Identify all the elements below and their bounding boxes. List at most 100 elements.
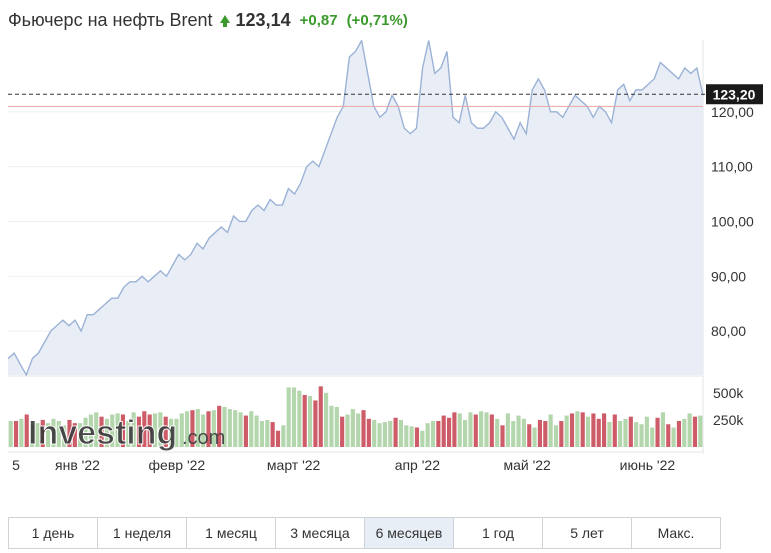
- volume-bar: [580, 412, 585, 447]
- volume-bar: [388, 421, 393, 447]
- period-tab[interactable]: 1 неделя: [98, 518, 187, 548]
- volume-bar: [195, 409, 200, 447]
- period-tab[interactable]: 3 месяца: [276, 518, 365, 548]
- x-tick-label: май '22: [503, 457, 551, 473]
- x-tick-label: июнь '22: [620, 457, 676, 473]
- volume-bar: [495, 418, 500, 447]
- volume-bar: [211, 410, 216, 447]
- volume-bar: [345, 414, 350, 447]
- period-tab[interactable]: Макс.: [657, 525, 695, 541]
- x-tick-label: февр '22: [149, 457, 206, 473]
- period-tab[interactable]: 5 лет: [543, 518, 632, 548]
- volume-bar: [249, 411, 254, 447]
- volume-bar: [356, 413, 361, 447]
- period-tab[interactable]: 1 год: [454, 518, 543, 548]
- volume-bar: [398, 419, 404, 447]
- instrument-title: Фьючерс на нефть Brent: [8, 9, 213, 30]
- volume-bar: [489, 414, 494, 447]
- volume-bar: [163, 416, 168, 447]
- volume-bar: [259, 421, 265, 447]
- volume-bar: [115, 413, 120, 447]
- volume-bar: [511, 421, 516, 447]
- volume-bar: [420, 430, 425, 447]
- volume-bar: [217, 405, 222, 447]
- volume-bar: [329, 405, 334, 447]
- volume-bar: [168, 418, 174, 447]
- volume-bar: [366, 418, 371, 447]
- volume-bar: [206, 411, 211, 447]
- volume-bar: [382, 422, 387, 447]
- volume-bar: [666, 424, 671, 447]
- volume-bar: [618, 421, 623, 447]
- volume-bar: [521, 418, 526, 447]
- volume-bar: [131, 412, 136, 447]
- volume-tick-label: 250k: [713, 412, 744, 428]
- last-value-label: 123,20: [713, 86, 756, 102]
- price-chart[interactable]: 80,00 90,00 100,00 110,00 120,00 5 янв '22 фев…: [0, 40, 771, 480]
- volume-bar: [270, 422, 275, 447]
- volume-bar: [585, 416, 591, 447]
- volume-bar: [441, 415, 446, 447]
- volume-bar: [698, 415, 703, 447]
- period-selector: 1 день 1 неделя 1 месяц 3 месяца 6 месяцев 1 …: [8, 517, 721, 549]
- volume-bar: [340, 416, 345, 447]
- volume-bar: [174, 418, 179, 447]
- volume-bar: [527, 424, 532, 447]
- volume-bar: [468, 412, 473, 447]
- volume-bar: [324, 392, 329, 447]
- volume-bar: [254, 415, 259, 447]
- volume-bar: [569, 413, 575, 447]
- volume-bar: [463, 419, 468, 447]
- price-area-fill: [8, 40, 703, 376]
- volume-bar: [446, 417, 452, 447]
- volume-bar: [78, 423, 83, 447]
- volume-axis-labels: 250k 500k: [713, 385, 744, 428]
- period-tab[interactable]: 6 месяцев: [365, 518, 454, 548]
- volume-bar: [425, 423, 430, 447]
- period-tab[interactable]: 1 день: [9, 518, 98, 548]
- volume-bar: [46, 423, 51, 447]
- x-tick-label: март '22: [267, 457, 321, 473]
- volume-tick-label: 500k: [713, 385, 744, 401]
- price-change: +0,87: [299, 11, 338, 29]
- volume-bar: [692, 416, 698, 447]
- watermark-suffix: .com: [182, 427, 225, 449]
- volume-bar: [687, 413, 692, 447]
- period-tab[interactable]: 1 месяц: [187, 518, 276, 548]
- volume-bar: [452, 412, 457, 447]
- x-tick-label: 5: [12, 457, 20, 473]
- volume-bar: [660, 412, 665, 447]
- volume-bar: [559, 421, 564, 447]
- volume-bar: [126, 421, 131, 447]
- volume-bar: [29, 425, 35, 447]
- volume-bar: [334, 406, 339, 447]
- volume-bar: [682, 418, 687, 447]
- volume-bar: [286, 387, 291, 447]
- volume-bars: [8, 386, 703, 447]
- volume-bar: [307, 396, 313, 447]
- volume-bar: [238, 412, 243, 447]
- volume-bar: [532, 427, 537, 447]
- volume-bar: [628, 416, 633, 447]
- volume-bar: [227, 409, 232, 447]
- volume-bar: [62, 425, 67, 447]
- volume-bar: [361, 410, 366, 447]
- y-tick-label: 100,00: [711, 213, 754, 229]
- volume-bar: [222, 406, 227, 447]
- volume-bar: [13, 421, 19, 447]
- volume-bar: [516, 415, 521, 447]
- volume-bar: [201, 414, 206, 447]
- volume-bar: [404, 425, 409, 447]
- volume-bar: [602, 413, 607, 447]
- volume-bar: [297, 390, 302, 447]
- volume-bar: [179, 413, 184, 447]
- y-tick-label: 110,00: [711, 159, 753, 175]
- y-tick-label: 90,00: [711, 268, 746, 284]
- volume-bar: [436, 421, 441, 447]
- x-tick-label: апр '22: [395, 457, 441, 473]
- volume-bar: [505, 413, 510, 447]
- investing-watermark: Investing .com: [28, 414, 226, 453]
- volume-bar: [596, 418, 601, 447]
- volume-bar: [644, 416, 649, 447]
- volume-bar: [67, 419, 72, 447]
